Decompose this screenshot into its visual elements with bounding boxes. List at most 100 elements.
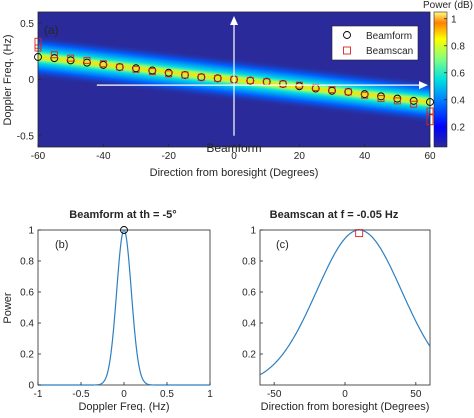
beamform-marker (115, 63, 124, 72)
beamform-marker (50, 54, 59, 63)
beamform-marker (377, 92, 385, 101)
x-tick-label: 0 (121, 389, 127, 400)
legend-beamscan-label: Beamscan (366, 46, 413, 57)
beamscan-marker (361, 91, 369, 99)
y-tick-label: 0.4 (242, 319, 256, 330)
colorbar: Power (dB) 0.2 0.4 0.6 0.8 1 (423, 0, 473, 148)
y-tick-label: 0 (28, 75, 34, 86)
y-tick-label: 0.5 (20, 19, 34, 30)
beamform-marker (197, 73, 206, 82)
beamscan-marker (67, 54, 75, 62)
beamscan-marker (328, 86, 336, 94)
heatmap-panel: (a) Beamform -60 -40 -20 0 20 40 60 -0.5 0 0.5 Di… (2, 0, 473, 179)
beamscan-marker (181, 71, 189, 79)
beamform-xlabel: Doppler Freq. (Hz) (78, 401, 169, 413)
beamscan-marker (132, 65, 140, 73)
colorbar-title: Power (dB) (423, 0, 473, 11)
x-tick-label: 0.5 (160, 389, 174, 400)
beamscan-xlabel: Direction from boresight (Degrees) (261, 401, 430, 413)
beamscan-marker (312, 83, 320, 91)
beamscan-marker (393, 97, 401, 105)
heatmap-xlabel: Direction from boresight (Degrees) (150, 167, 319, 179)
x-tick-label: -60 (31, 151, 46, 162)
beamform-marker (132, 64, 140, 73)
legend-beamscan-marker (343, 46, 351, 55)
y-tick-label: 0.6 (242, 288, 256, 299)
y-tick-label: 1 (250, 226, 256, 237)
colorbar-tick-label: 0.8 (451, 41, 465, 52)
beamform-marker (295, 82, 304, 91)
x-tick-label: 20 (294, 151, 306, 162)
beamform-marker (279, 80, 287, 88)
beamscan-marker (246, 77, 254, 85)
x-tick-label: 60 (424, 151, 436, 162)
y-tick-label: 0.8 (242, 257, 256, 268)
x-tick-label: 0 (342, 389, 348, 400)
beamform-arrow-label: Beamform (206, 141, 261, 155)
x-tick-label: -40 (96, 151, 111, 162)
colorbar-tick-label: 0.4 (451, 95, 465, 106)
heatmap-ylabel: Doppler Freq. (Hz) (2, 34, 14, 125)
beamform-marker (66, 56, 75, 65)
y-tick-label: 0.2 (20, 350, 34, 361)
panel-label-a: (a) (44, 23, 59, 37)
beamform-curve (38, 229, 210, 386)
beamform-marker (164, 68, 173, 77)
y-tick-label: -0.5 (17, 131, 35, 142)
heatmap-ticks: -60 -40 -20 0 20 40 60 -0.5 0 0.5 (17, 19, 436, 162)
y-tick-label: 0.2 (242, 350, 256, 361)
y-tick-label: 0.8 (20, 257, 34, 268)
y-tick-label: 1 (28, 226, 34, 237)
beamscan-marker (99, 60, 107, 68)
legend-beamform-label: Beamform (366, 31, 412, 42)
beamscan-ticks: -50 0 50 0.2 0.4 0.6 0.8 1 (242, 226, 422, 401)
beamscan-marker (148, 68, 156, 76)
beamform-marker (99, 60, 108, 69)
beamform-marker (328, 86, 336, 95)
x-tick-label: -50 (267, 389, 282, 400)
beamscan-marker (197, 73, 205, 81)
colorbar-gradient (433, 11, 448, 148)
beamscan-marker (83, 56, 91, 64)
beamscan-marker (410, 100, 418, 108)
beamform-marker (360, 90, 369, 99)
beamscan-marker (50, 51, 58, 59)
colorbar-tick-label: 1 (451, 14, 457, 25)
x-tick-label: -20 (161, 151, 176, 162)
panel-label-c: (c) (276, 239, 289, 251)
x-tick-label: -0.5 (72, 389, 90, 400)
beamscan-marker (165, 70, 173, 78)
legend-beamform-marker (343, 31, 351, 39)
beamscan-axes-frame (259, 229, 431, 386)
beamform-marker (148, 66, 157, 75)
beamscan-marker (214, 74, 222, 82)
beamscan-peak-marker (355, 229, 364, 238)
heatmap-arrows (96, 16, 428, 136)
beamscan-marker (279, 80, 287, 88)
beamform-marker (344, 87, 353, 96)
colorbar-tick-label: 0.6 (451, 68, 465, 79)
panel-label-b: (b) (55, 239, 68, 251)
beamform-marker (246, 76, 255, 85)
beamform-ylabel: Power (2, 292, 14, 324)
y-tick-label: 0.4 (20, 319, 34, 330)
beamform-panel-title: Beamform at th = -5° (69, 209, 176, 221)
colorbar-tick-label: 0.2 (451, 122, 465, 133)
beamscan-marker (377, 95, 385, 103)
beamscan-panel: Beamscan at f = -0.05 Hz (c) -50 0 50 0.2 0.… (242, 209, 431, 413)
beamform-arrow-head (230, 16, 238, 25)
beamscan-marker (116, 63, 124, 71)
x-tick-label: 0 (231, 151, 237, 162)
beamform-marker (393, 94, 402, 103)
beamscan-panel-title: Beamscan at f = -0.05 Hz (270, 209, 399, 221)
beamform-marker (409, 96, 418, 105)
colorbar-ticks: 0.2 0.4 0.6 0.8 1 (444, 14, 465, 133)
beamscan-curve (259, 229, 431, 376)
x-tick-label: -1 (34, 389, 43, 400)
beamform-axes-frame (37, 229, 211, 386)
x-tick-label: 50 (410, 389, 422, 400)
beamform-marker (213, 74, 222, 83)
beamform-marker (181, 71, 189, 79)
beamform-panel: Beamform at th = -5° (b) -1 -0.5 0 0.5 1 0 0.2… (2, 209, 213, 413)
